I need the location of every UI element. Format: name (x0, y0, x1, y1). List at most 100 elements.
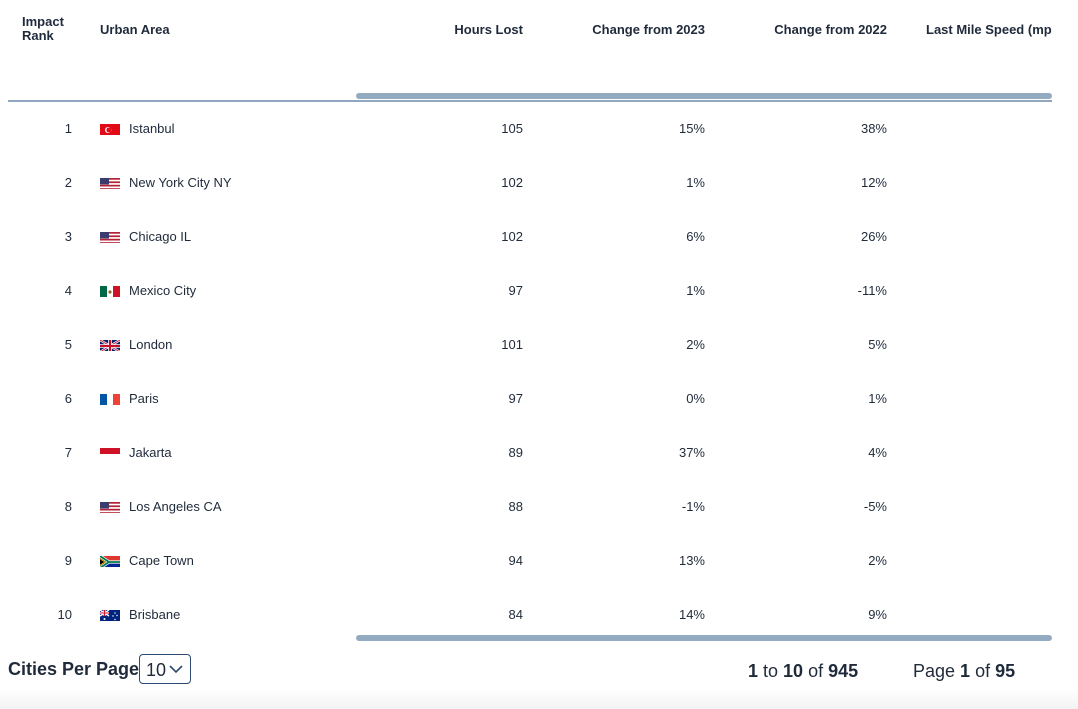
rank-cell: 5 (64, 337, 72, 352)
chevron-down-icon (169, 665, 183, 674)
hours-lost-cell: 97 (508, 391, 523, 406)
range-of: of (803, 661, 829, 681)
rank-cell: 10 (57, 607, 72, 622)
change-2022-cell: 9% (868, 607, 887, 622)
city-name-cell[interactable]: Brisbane (129, 607, 181, 622)
rank-cell: 3 (64, 229, 72, 244)
city-name-cell[interactable]: Cape Town (129, 553, 194, 568)
page-current: 1 (960, 661, 971, 681)
hours-lost-cell: 102 (501, 229, 523, 244)
page-indicator: Page 1 of 95 (913, 661, 1015, 682)
horizontal-scrollbar-top[interactable] (356, 93, 1052, 99)
column-header-change-2022[interactable]: Change from 2022 (774, 22, 887, 37)
range-start: 1 (748, 661, 759, 681)
south-africa-flag-icon (100, 555, 120, 567)
table-row[interactable]: 1 Istanbul 105 15% 38% (0, 102, 1052, 156)
change-2023-cell: 13% (678, 553, 705, 568)
rank-cell: 1 (64, 121, 72, 136)
table-row[interactable]: 4 Mexico City 97 1% -11% (0, 264, 1052, 318)
column-header-hours-lost[interactable]: Hours Lost (454, 22, 523, 37)
table-row[interactable]: 9 Cape Town 94 13% 2% (0, 534, 1052, 588)
change-2022-cell: 1% (868, 391, 887, 406)
rank-cell: 6 (64, 391, 72, 406)
hours-lost-cell: 102 (501, 175, 523, 190)
table-row[interactable]: 7 Jakarta 89 37% 4% (0, 426, 1052, 480)
hours-lost-cell: 89 (508, 445, 523, 460)
change-2022-cell: -5% (863, 499, 887, 514)
change-2023-cell: 1% (686, 175, 705, 190)
rank-cell: 9 (64, 553, 72, 568)
column-header-impact-rank[interactable]: Impact Rank (22, 15, 64, 43)
range-total: 945 (828, 661, 859, 681)
range-to: to (758, 661, 784, 681)
australia-flag-icon (100, 609, 120, 621)
hours-lost-cell: 94 (508, 553, 523, 568)
impact-rank-line2: Rank (22, 28, 54, 43)
hours-lost-cell: 88 (508, 499, 523, 514)
rankings-table: Impact Rank Urban Area Hours Lost Change… (0, 0, 1052, 642)
column-header-last-mile-speed[interactable]: Last Mile Speed (mp (926, 22, 1052, 37)
page-total: 95 (995, 661, 1016, 681)
change-2023-cell: 15% (678, 121, 705, 136)
impact-rank-line1: Impact (22, 14, 64, 29)
table-row[interactable]: 6 Paris 97 0% 1% (0, 372, 1052, 426)
rank-cell: 7 (64, 445, 72, 460)
turkey-flag-icon (100, 123, 120, 135)
rank-cell: 2 (64, 175, 72, 190)
change-2022-cell: 12% (860, 175, 887, 190)
hours-lost-cell: 101 (501, 337, 523, 352)
usa-flag-icon (100, 231, 120, 243)
change-2022-cell: 2% (868, 553, 887, 568)
rank-cell: 8 (64, 499, 72, 514)
header-divider (8, 100, 1052, 102)
column-header-urban-area[interactable]: Urban Area (100, 22, 170, 37)
city-name-cell[interactable]: Los Angeles CA (129, 499, 222, 514)
hours-lost-cell: 84 (508, 607, 523, 622)
change-2023-cell: 1% (686, 283, 705, 298)
change-2022-cell: -11% (857, 283, 887, 298)
results-range: 1 to 10 of 945 (748, 661, 858, 682)
table-row[interactable]: 8 Los Angeles CA 88 -1% -5% (0, 480, 1052, 534)
indonesia-flag-icon (100, 447, 120, 459)
change-2022-cell: 26% (860, 229, 887, 244)
hours-lost-cell: 105 (501, 121, 523, 136)
change-2023-cell: 14% (678, 607, 705, 622)
page-prefix: Page (913, 661, 961, 681)
city-name-cell[interactable]: Jakarta (129, 445, 172, 460)
table-row[interactable]: 10 Brisbane 84 14% 9% (0, 588, 1052, 642)
change-2022-cell: 4% (868, 445, 887, 460)
rank-cell: 4 (64, 283, 72, 298)
table-row[interactable]: 5 London 101 2% 5% (0, 318, 1052, 372)
bottom-fade (0, 689, 1078, 709)
change-2023-cell: -1% (681, 499, 705, 514)
table-row[interactable]: 3 Chicago IL 102 6% 26% (0, 210, 1052, 264)
change-2023-cell: 2% (686, 337, 705, 352)
change-2022-cell: 38% (860, 121, 887, 136)
page-of: of (970, 661, 996, 681)
table-header: Impact Rank Urban Area Hours Lost Change… (0, 0, 1052, 100)
cities-per-page-label: Cities Per Page (8, 659, 140, 679)
uk-flag-icon (100, 339, 120, 351)
france-flag-icon (100, 393, 120, 405)
change-2022-cell: 5% (868, 337, 887, 352)
city-name-cell[interactable]: Istanbul (129, 121, 175, 136)
usa-flag-icon (100, 177, 120, 189)
city-name-cell[interactable]: Chicago IL (129, 229, 192, 244)
city-name-cell[interactable]: New York City NY (129, 175, 232, 190)
change-2023-cell: 0% (686, 391, 705, 406)
mexico-flag-icon (100, 285, 120, 297)
horizontal-scrollbar-bottom[interactable] (356, 635, 1052, 641)
change-2023-cell: 6% (686, 229, 705, 244)
pagination-footer: Cities Per Page 10 1 to 10 of 945 Page 1… (0, 652, 1078, 692)
range-end: 10 (783, 661, 804, 681)
cities-per-page-value: 10 (146, 660, 167, 680)
cities-per-page-select[interactable]: 10 (139, 654, 191, 684)
column-header-change-2023[interactable]: Change from 2023 (592, 22, 705, 37)
hours-lost-cell: 97 (508, 283, 523, 298)
table-row[interactable]: 2 New York City NY 102 1% 12% (0, 156, 1052, 210)
city-name-cell[interactable]: Paris (129, 391, 159, 406)
usa-flag-icon (100, 501, 120, 513)
city-name-cell[interactable]: London (129, 337, 173, 352)
city-name-cell[interactable]: Mexico City (129, 283, 197, 298)
change-2023-cell: 37% (678, 445, 705, 460)
